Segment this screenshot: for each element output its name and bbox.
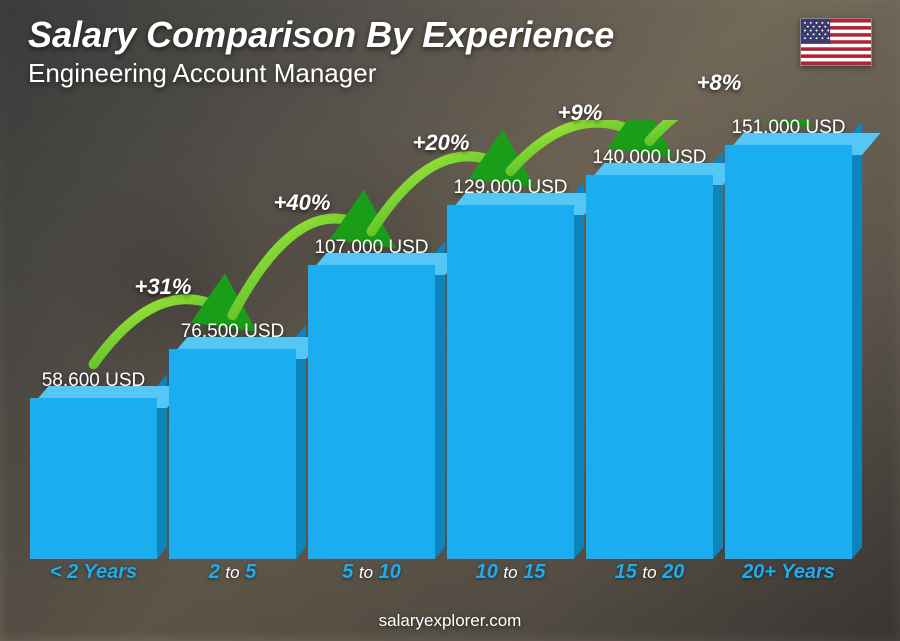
category-label: 15 to 20 xyxy=(586,561,713,589)
bar xyxy=(30,398,157,559)
increase-pct-label: +31% xyxy=(135,274,192,300)
category-label: < 2 Years xyxy=(30,561,157,589)
increase-pct-label: +8% xyxy=(697,70,742,96)
bar xyxy=(586,175,713,559)
bar-col: 151,000 USD xyxy=(725,117,852,559)
salary-bar-chart: 58,600 USD76,500 USD107,000 USD129,000 U… xyxy=(30,120,852,589)
bar-side xyxy=(852,121,862,559)
bar-front xyxy=(725,145,852,559)
bar-side xyxy=(574,181,584,559)
bar-side xyxy=(435,242,445,559)
category-label: 2 to 5 xyxy=(169,561,296,589)
footer-source: salaryexplorer.com xyxy=(0,611,900,631)
bar-col: 140,000 USD xyxy=(586,147,713,559)
bar xyxy=(725,145,852,559)
increase-pct-label: +9% xyxy=(558,100,603,126)
category-label: 20+ Years xyxy=(725,561,852,589)
bar xyxy=(308,265,435,559)
bar-col: 76,500 USD xyxy=(169,321,296,559)
page-subtitle: Engineering Account Manager xyxy=(28,58,872,89)
bar-front xyxy=(308,265,435,559)
increase-pct-label: +20% xyxy=(413,130,470,156)
us-flag-icon xyxy=(800,18,872,66)
bars-row: 58,600 USD76,500 USD107,000 USD129,000 U… xyxy=(30,120,852,559)
category-label: 10 to 15 xyxy=(447,561,574,589)
header: Salary Comparison By Experience Engineer… xyxy=(28,14,872,89)
increase-pct-label: +40% xyxy=(274,190,331,216)
bar-col: 107,000 USD xyxy=(308,237,435,559)
bar-side xyxy=(713,151,723,559)
bar-col: 58,600 USD xyxy=(30,370,157,559)
page-title: Salary Comparison By Experience xyxy=(28,14,872,56)
categories-row: < 2 Years 2 to 5 5 to 10 10 to 15 15 to 20 20… xyxy=(30,561,852,589)
bar-front xyxy=(447,205,574,559)
bar xyxy=(169,349,296,559)
bar-front xyxy=(586,175,713,559)
bar-front xyxy=(169,349,296,559)
bar-front xyxy=(30,398,157,559)
bar xyxy=(447,205,574,559)
bar-side xyxy=(296,325,306,559)
bar-col: 129,000 USD xyxy=(447,177,574,559)
category-label: 5 to 10 xyxy=(308,561,435,589)
